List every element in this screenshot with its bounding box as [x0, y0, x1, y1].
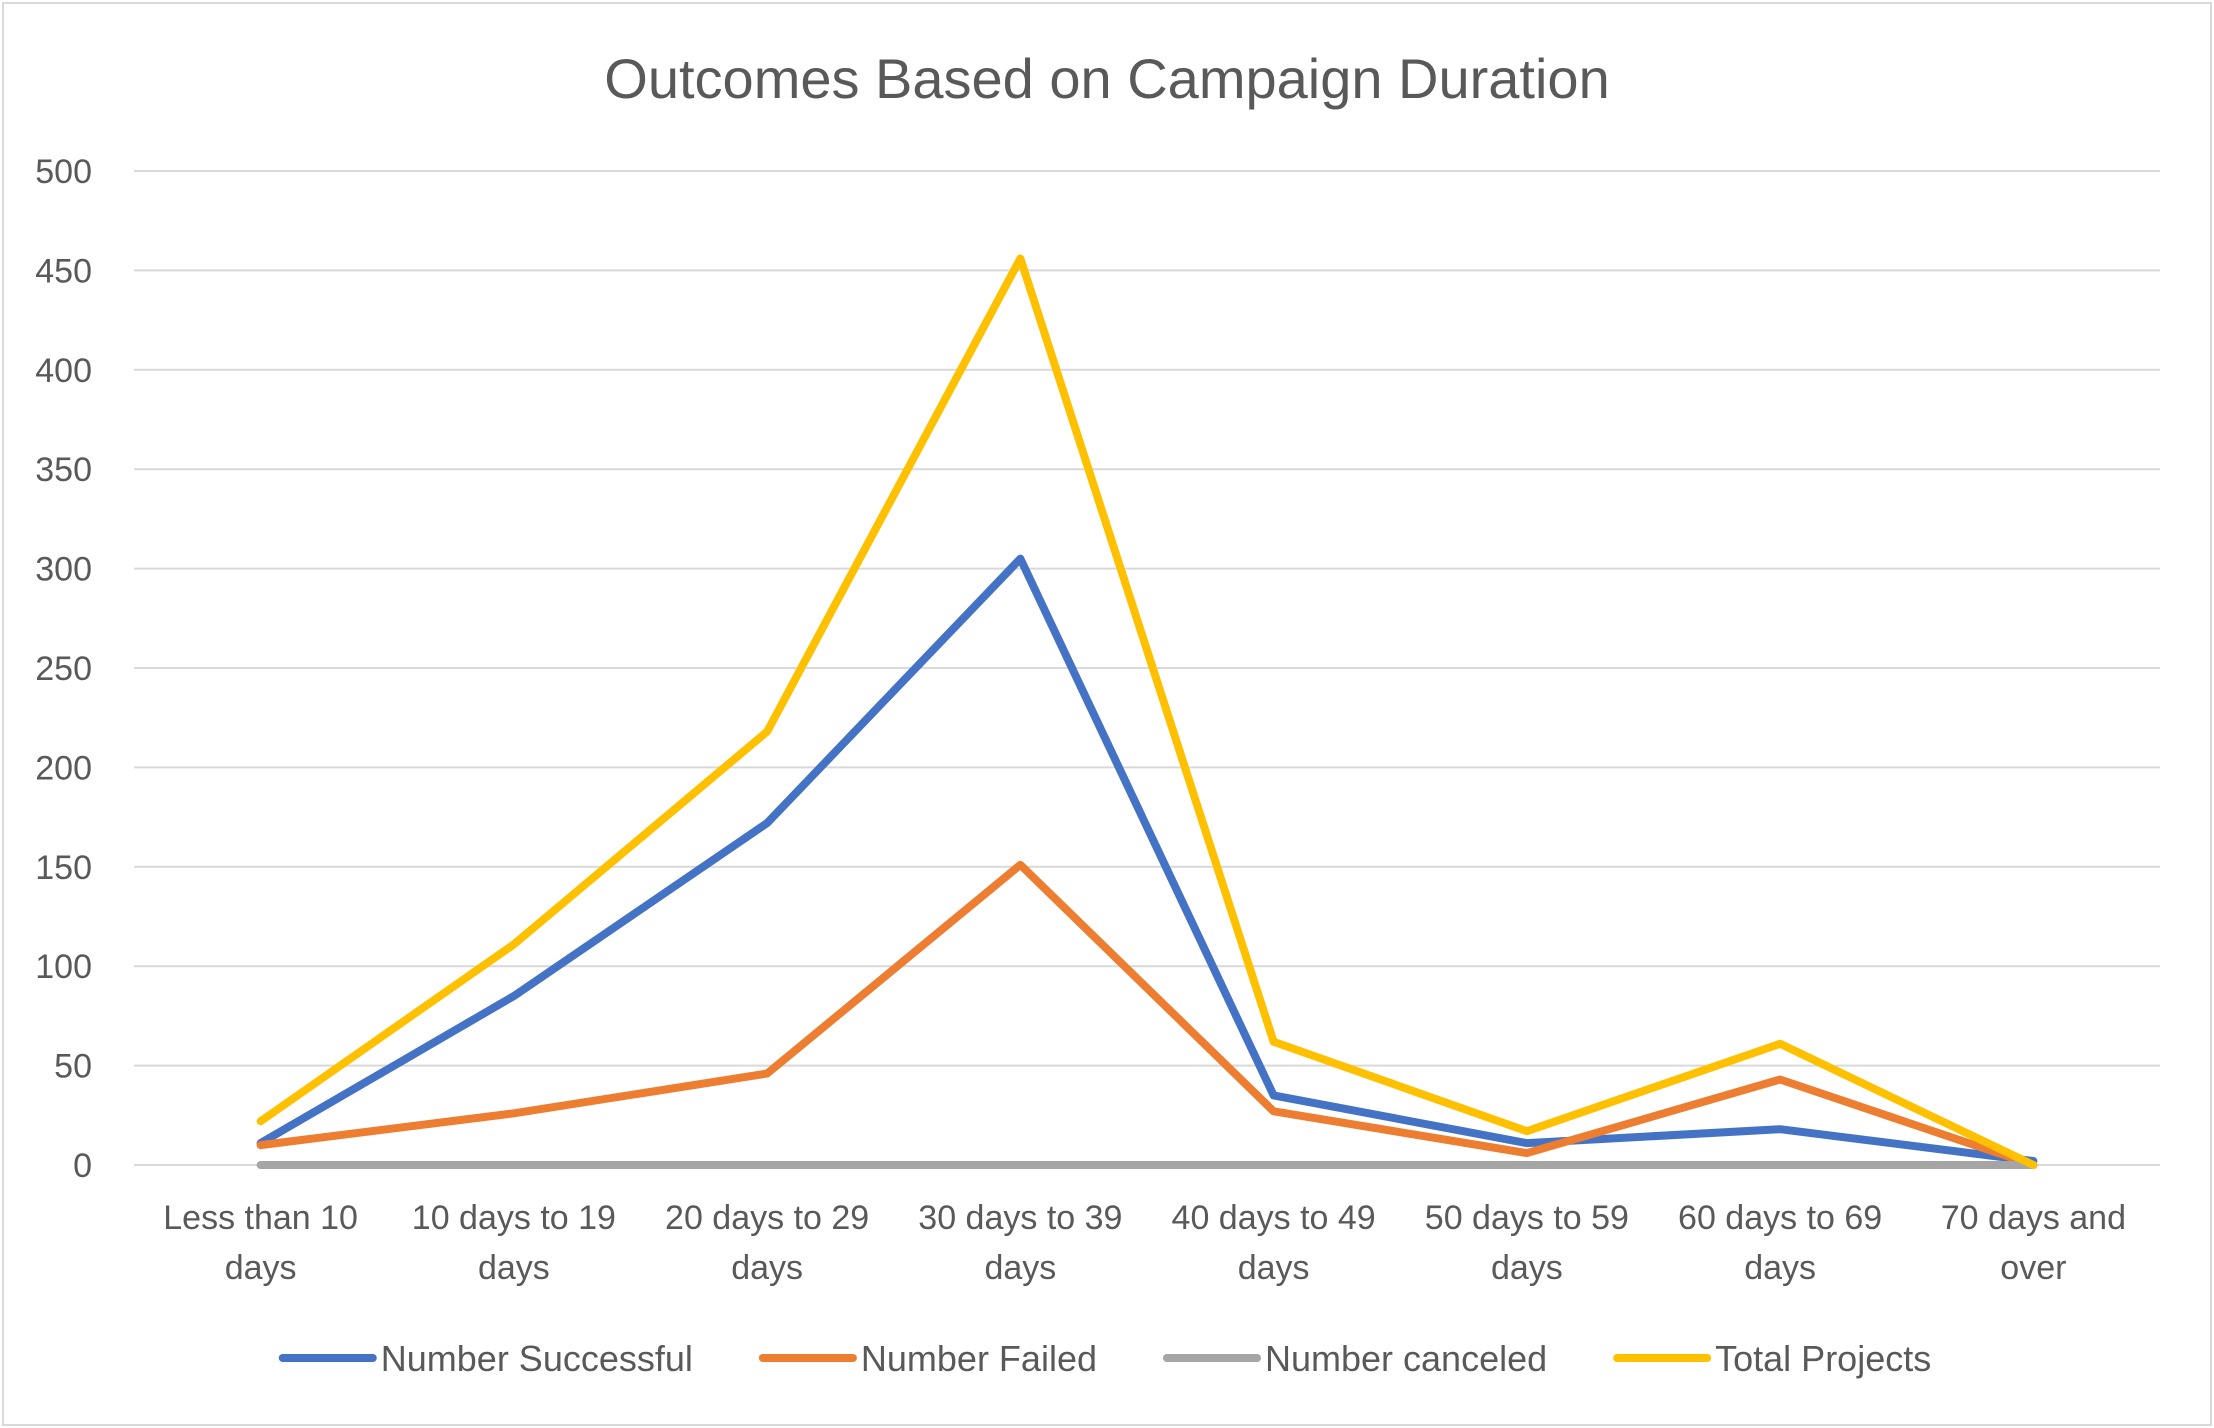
legend-label: Total Projects — [1715, 1338, 1931, 1379]
x-tick-label: days — [984, 1249, 1056, 1287]
x-tick-label: days — [1238, 1249, 1310, 1287]
series-line — [256, 554, 2038, 1166]
x-tick-label: days — [1744, 1249, 1816, 1287]
x-tick-label: days — [225, 1249, 297, 1287]
x-tick-label: 10 days to 19 — [412, 1199, 616, 1237]
x-tick-label: 50 days to 59 — [1425, 1199, 1629, 1237]
y-tick-label: 0 — [73, 1147, 92, 1185]
x-tick-label: 60 days to 69 — [1678, 1199, 1882, 1237]
series-lines — [256, 254, 2038, 1169]
legend: Number Successful Number Failed Number can… — [278, 1338, 1931, 1379]
x-tick-label: 40 days to 49 — [1172, 1199, 1376, 1237]
y-tick-label: 100 — [35, 948, 92, 986]
legend-label: Number Failed — [861, 1338, 1097, 1379]
series-line — [256, 254, 2038, 1169]
y-tick-label: 400 — [35, 352, 92, 390]
y-tick-label: 300 — [35, 551, 92, 589]
chart-title: Outcomes Based on Campaign Duration — [604, 47, 1609, 110]
x-tick-label: days — [1491, 1249, 1563, 1287]
y-tick-label: 350 — [35, 451, 92, 489]
legend-label: Number Successful — [381, 1338, 693, 1379]
y-tick-label: 150 — [35, 849, 92, 887]
y-tick-label: 50 — [54, 1048, 92, 1086]
legend-label: Number canceled — [1265, 1338, 1547, 1379]
x-tick-label: Less than 10 — [163, 1199, 358, 1237]
y-tick-label: 200 — [35, 749, 92, 787]
y-axis-ticks: 0 50 100 150 200 250 300 350 400 450 500 — [35, 153, 92, 1185]
grid-lines — [134, 170, 2160, 1166]
x-tick-label: 70 days and — [1941, 1199, 2126, 1237]
series-line — [256, 860, 2038, 1169]
x-tick-label: over — [2000, 1249, 2066, 1287]
x-tick-label: 20 days to 29 — [665, 1199, 869, 1237]
y-tick-label: 450 — [35, 252, 92, 290]
x-tick-label: days — [478, 1249, 550, 1287]
y-tick-label: 500 — [35, 153, 92, 191]
y-tick-label: 250 — [35, 650, 92, 688]
x-axis-ticks: Less than 10 days 10 days to 19 days 20 days… — [163, 1199, 2126, 1287]
x-tick-label: 30 days to 39 — [918, 1199, 1122, 1237]
x-tick-label: days — [731, 1249, 803, 1287]
